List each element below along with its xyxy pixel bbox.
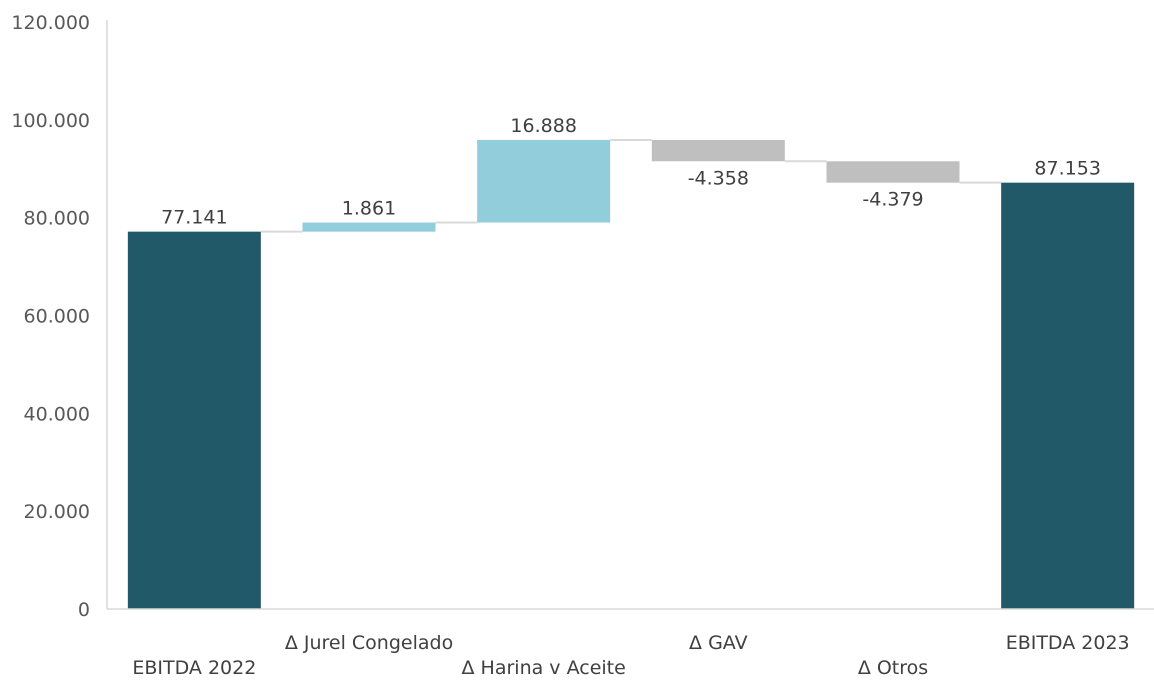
data-label: 16.888 bbox=[510, 115, 576, 137]
y-tick-label: 0 bbox=[78, 599, 90, 621]
data-label: 1.861 bbox=[342, 198, 396, 220]
x-tick-label: EBITDA 2022 bbox=[132, 657, 256, 679]
x-tick-label: Δ Otros bbox=[858, 657, 928, 679]
bar-ebitda-2022 bbox=[127, 231, 261, 609]
x-tick-label: Δ Jurel Congelado bbox=[285, 632, 453, 654]
y-tick-label: 40.000 bbox=[24, 403, 90, 425]
x-tick-label: Δ GAV bbox=[689, 632, 748, 654]
data-label: -4.358 bbox=[688, 167, 749, 189]
data-label: -4.379 bbox=[862, 189, 923, 211]
x-tick-label: Δ Harina v Aceite bbox=[462, 657, 626, 679]
y-tick-label: 60.000 bbox=[24, 306, 90, 328]
data-labels: 77.141 1.861 16.888 -4.358 -4.379 87.153 bbox=[161, 115, 1101, 229]
y-tick-label: 100.000 bbox=[11, 110, 90, 132]
connector-lines bbox=[260, 138, 1002, 233]
bar-otros bbox=[826, 161, 960, 183]
y-axis: 0 20.000 40.000 60.000 80.000 100.000 120.000 bbox=[11, 12, 108, 621]
bar-jurel-congelado bbox=[302, 222, 436, 232]
y-tick-label: 20.000 bbox=[24, 501, 90, 523]
y-tick-label: 80.000 bbox=[24, 208, 90, 230]
bar-ebitda-2023 bbox=[1001, 182, 1135, 609]
data-label: 77.141 bbox=[161, 207, 227, 229]
y-tick-label: 120.000 bbox=[11, 12, 90, 34]
x-axis-labels: EBITDA 2022 Δ Jurel Congelado Δ Harina v A… bbox=[132, 632, 1129, 679]
data-label: 87.153 bbox=[1034, 158, 1100, 180]
bar-harina-v-aceite bbox=[477, 139, 611, 223]
x-tick-label: EBITDA 2023 bbox=[1006, 632, 1130, 654]
bar-gav bbox=[651, 139, 785, 162]
bars bbox=[127, 139, 1135, 609]
